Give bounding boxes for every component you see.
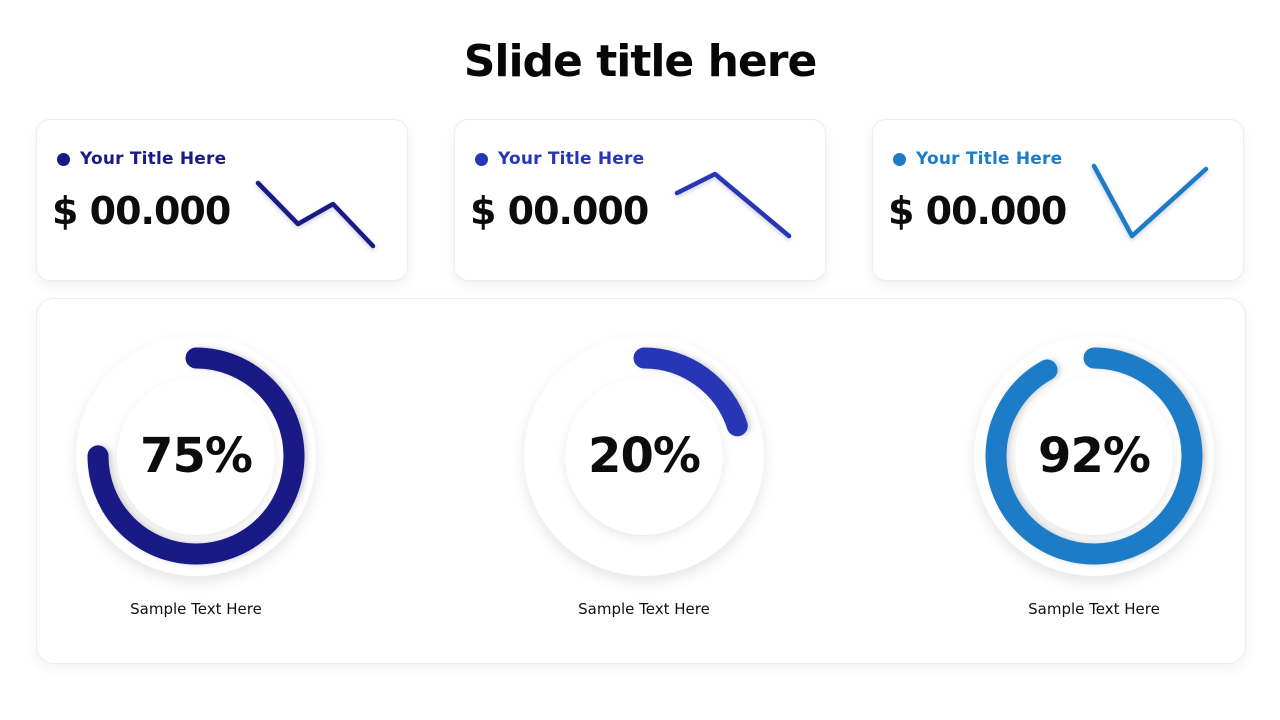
donut-group-3: 92% Sample Text Here bbox=[974, 336, 1214, 618]
kpi-card-3: Your Title Here $ 00.000 bbox=[872, 119, 1244, 281]
kpi-card-2-header: Your Title Here bbox=[475, 149, 644, 169]
donut-percent-label: 75% bbox=[140, 428, 253, 484]
kpi-title: Your Title Here bbox=[916, 149, 1063, 169]
donut-inner-circle bbox=[565, 377, 723, 535]
donut-arc bbox=[87, 347, 305, 565]
kpi-title: Your Title Here bbox=[80, 149, 227, 169]
sparkline-path bbox=[674, 171, 792, 239]
donut-chart-75: 75% bbox=[76, 336, 316, 576]
bullet-icon bbox=[57, 152, 70, 166]
donut-inner-circle bbox=[1015, 377, 1173, 535]
donut-arc-svg bbox=[985, 347, 1203, 565]
kpi-value: $ 00.000 bbox=[52, 189, 231, 233]
kpi-card-3-header: Your Title Here bbox=[893, 149, 1062, 169]
bullet-icon bbox=[475, 152, 488, 166]
kpi-value: $ 00.000 bbox=[888, 189, 1067, 233]
donut-caption: Sample Text Here bbox=[1028, 600, 1160, 618]
kpi-card-2: Your Title Here $ 00.000 bbox=[454, 119, 826, 281]
donut-caption: Sample Text Here bbox=[130, 600, 262, 618]
donut-percent-label: 92% bbox=[1038, 428, 1151, 484]
kpi-value: $ 00.000 bbox=[470, 189, 649, 233]
donut-chart-92: 92% bbox=[974, 336, 1214, 576]
donut-arc bbox=[985, 347, 1203, 565]
bullet-icon bbox=[893, 152, 906, 166]
stats-panel: 75% Sample Text Here 20% Sample Text Her… bbox=[36, 298, 1246, 664]
kpi-card-1: Your Title Here $ 00.000 bbox=[36, 119, 408, 281]
donut-percent-label: 20% bbox=[588, 428, 701, 484]
donut-group-2: 20% Sample Text Here bbox=[524, 336, 764, 618]
kpi-title: Your Title Here bbox=[498, 149, 645, 169]
donut-arc-svg bbox=[535, 347, 753, 565]
kpi-card-1-header: Your Title Here bbox=[57, 149, 226, 169]
sparkline-path bbox=[1091, 163, 1209, 239]
donut-arc bbox=[535, 347, 753, 565]
donut-arc-svg bbox=[87, 347, 305, 565]
kpi-card-row: Your Title Here $ 00.000 Your Title Here… bbox=[36, 119, 1244, 281]
slide-title: Slide title here bbox=[463, 36, 818, 87]
donut-caption: Sample Text Here bbox=[578, 600, 710, 618]
donut-inner-circle bbox=[117, 377, 275, 535]
sparkline-path bbox=[255, 180, 376, 249]
donut-group-1: 75% Sample Text Here bbox=[76, 336, 316, 618]
donut-chart-20: 20% bbox=[524, 336, 764, 576]
